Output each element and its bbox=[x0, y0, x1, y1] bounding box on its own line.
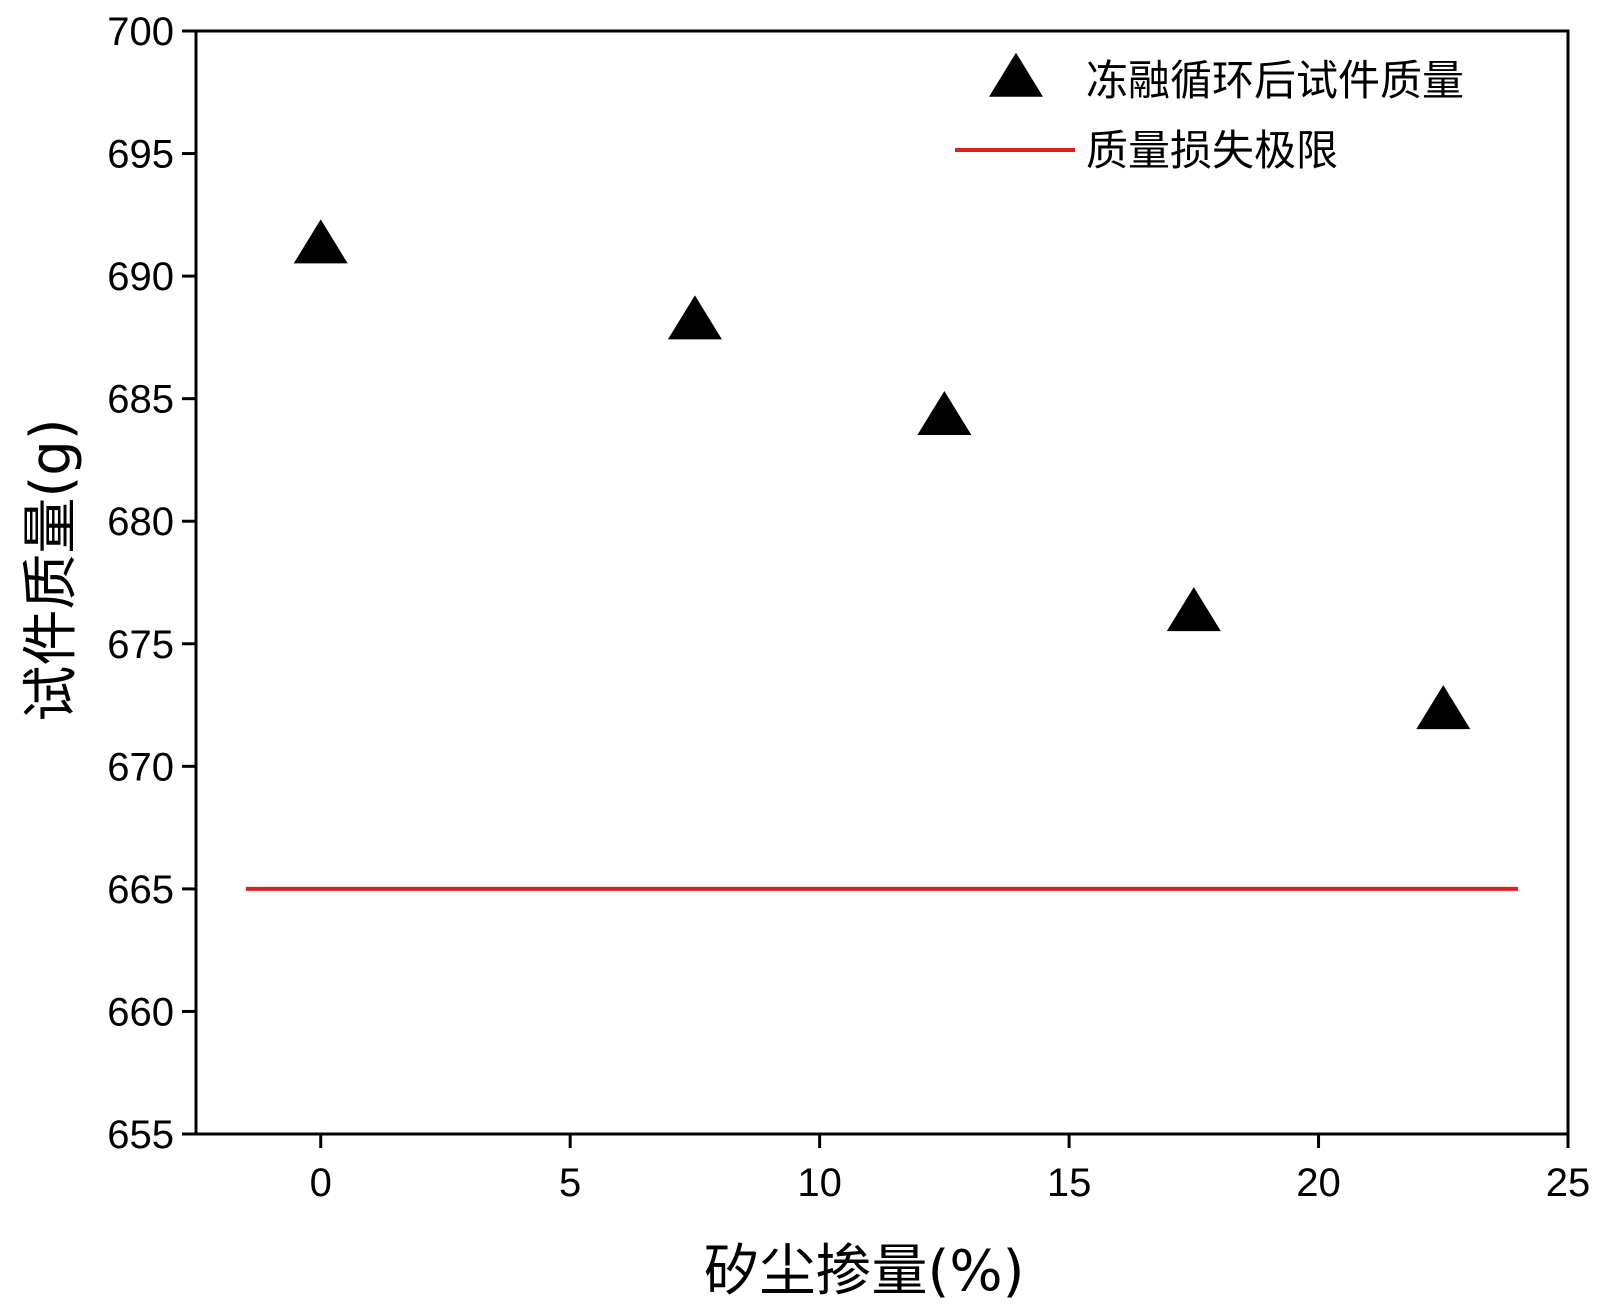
y-tick-label-680: 680 bbox=[107, 500, 174, 544]
y-tick-label-655: 655 bbox=[107, 1113, 174, 1157]
data-point-3 bbox=[917, 390, 972, 435]
x-tick-label-0: 0 bbox=[310, 1161, 332, 1205]
x-axis-title: 矽尘掺量(%) bbox=[704, 1239, 1025, 1304]
y-tick-label-665: 665 bbox=[107, 868, 174, 912]
legend-label-limit: 质量损失极限 bbox=[1086, 126, 1338, 175]
y-tick-label-690: 690 bbox=[107, 255, 174, 299]
y-axis-title: 试件质量(g) bbox=[19, 418, 84, 721]
y-tick-label-675: 675 bbox=[107, 623, 174, 667]
x-tick-label-25: 25 bbox=[1546, 1161, 1591, 1205]
y-tick-label-700: 700 bbox=[107, 10, 174, 54]
x-tick-label-10: 10 bbox=[797, 1161, 842, 1205]
data-point-1 bbox=[293, 219, 348, 264]
y-tick-label-695: 695 bbox=[107, 133, 174, 177]
y-tick-label-685: 685 bbox=[107, 378, 174, 422]
legend-triangle-marker bbox=[989, 52, 1043, 97]
x-tick-label-15: 15 bbox=[1047, 1161, 1092, 1205]
x-tick-label-20: 20 bbox=[1296, 1161, 1341, 1205]
axes: 655 660 665 670 675 680 685 690 695 700 0 5 10 15 20 25 bbox=[107, 10, 1590, 1205]
y-tick-label-670: 670 bbox=[107, 745, 174, 789]
plot-frame bbox=[194, 29, 1570, 1136]
y-tick-label-660: 660 bbox=[107, 990, 174, 1034]
x-tick-label-5: 5 bbox=[559, 1161, 581, 1205]
legend-label-mass: 冻融循环后试件质量 bbox=[1086, 56, 1464, 105]
data-point-5 bbox=[1416, 685, 1471, 730]
plot-data bbox=[245, 219, 1519, 891]
data-point-4 bbox=[1166, 587, 1221, 632]
data-point-2 bbox=[667, 295, 722, 340]
